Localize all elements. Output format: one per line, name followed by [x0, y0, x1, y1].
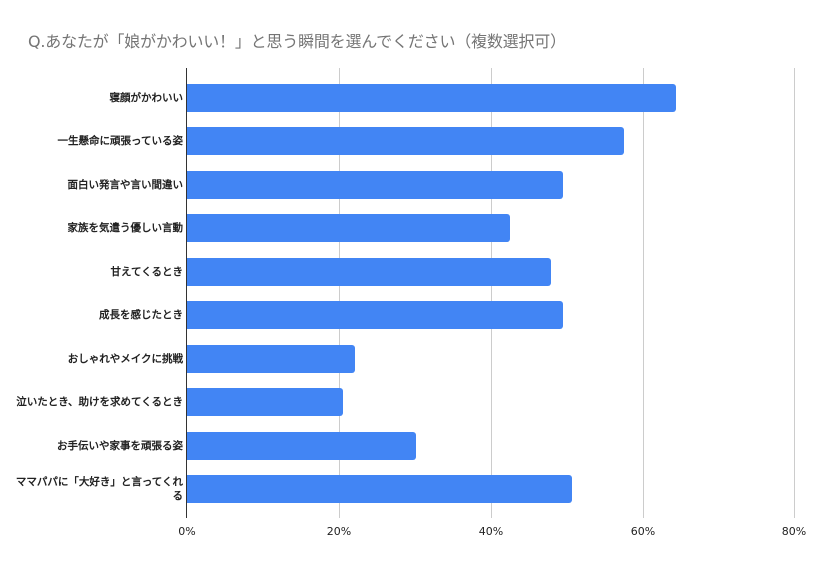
x-tick-label: 40%	[478, 525, 504, 538]
gridline-20	[339, 68, 340, 518]
bar[interactable]	[187, 127, 625, 155]
x-tick-label: 60%	[630, 525, 656, 538]
chart-title: Q.あなたが「娘がかわいい！」と思う瞬間を選んでください（複数選択可）	[28, 32, 566, 51]
bar[interactable]	[187, 84, 677, 112]
category-label: お手伝いや家事を頑張る姿	[57, 440, 183, 452]
y-axis-line	[186, 68, 187, 518]
bar[interactable]	[187, 214, 511, 242]
bar[interactable]	[187, 432, 417, 460]
category-label: 泣いたとき、助けを求めてくるとき	[16, 396, 183, 408]
bar[interactable]	[187, 345, 355, 373]
bar[interactable]	[187, 388, 344, 416]
bar[interactable]	[187, 258, 552, 286]
category-label: 一生懸命に頑張っている姿	[57, 135, 183, 147]
category-label: 面白い発言や言い間違い	[67, 179, 184, 191]
category-label: ママパパに「大好き」と言ってくれる	[15, 476, 183, 502]
x-tick-label: 80%	[781, 525, 807, 538]
bar[interactable]	[187, 475, 573, 503]
gridline-80	[794, 68, 795, 518]
bar[interactable]	[187, 301, 563, 329]
category-label: 家族を気遣う優しい言動	[67, 222, 184, 234]
category-label: 成長を感じたとき	[99, 309, 183, 321]
category-label: おしゃれやメイクに挑戦	[67, 353, 183, 365]
category-label: 甘えてくるとき	[110, 266, 183, 278]
category-label: 寝顔がかわいい	[109, 92, 184, 104]
bar[interactable]	[187, 171, 563, 199]
gridline-60	[643, 68, 644, 518]
x-tick-label: 20%	[326, 525, 352, 538]
x-tick-label: 0%	[178, 525, 196, 538]
gridline-40	[491, 68, 492, 518]
